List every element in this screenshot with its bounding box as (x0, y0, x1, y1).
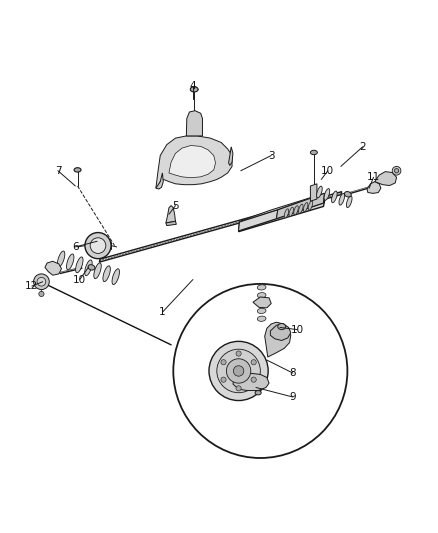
Text: 12: 12 (25, 281, 39, 291)
Circle shape (85, 232, 111, 259)
Polygon shape (186, 111, 202, 136)
Circle shape (251, 360, 256, 365)
Text: 10: 10 (291, 325, 304, 335)
Circle shape (236, 386, 241, 391)
Ellipse shape (255, 391, 261, 395)
Polygon shape (233, 373, 269, 391)
Ellipse shape (190, 87, 198, 92)
Ellipse shape (88, 265, 95, 270)
Ellipse shape (304, 203, 308, 212)
Ellipse shape (332, 191, 337, 203)
Text: 5: 5 (172, 200, 179, 211)
Ellipse shape (257, 285, 266, 290)
Ellipse shape (299, 204, 303, 213)
Polygon shape (244, 195, 320, 225)
Polygon shape (229, 147, 233, 166)
Ellipse shape (308, 201, 313, 210)
Ellipse shape (257, 308, 266, 313)
Ellipse shape (257, 293, 266, 298)
Text: 7: 7 (55, 166, 61, 176)
Polygon shape (375, 172, 396, 185)
Polygon shape (169, 146, 215, 177)
Ellipse shape (76, 257, 83, 273)
Polygon shape (239, 196, 325, 232)
Polygon shape (311, 184, 317, 201)
Polygon shape (156, 173, 163, 189)
Text: 8: 8 (290, 368, 296, 378)
Ellipse shape (85, 260, 92, 276)
Ellipse shape (346, 196, 352, 207)
Polygon shape (367, 182, 381, 193)
Ellipse shape (257, 301, 266, 306)
Text: 9: 9 (290, 392, 296, 402)
Ellipse shape (94, 263, 101, 279)
Ellipse shape (278, 324, 286, 329)
Text: 1: 1 (159, 307, 166, 317)
Ellipse shape (317, 186, 322, 198)
Polygon shape (253, 297, 271, 308)
Polygon shape (265, 322, 291, 357)
Circle shape (39, 292, 44, 296)
Ellipse shape (284, 209, 289, 218)
Polygon shape (270, 324, 291, 341)
Circle shape (217, 349, 260, 393)
Circle shape (394, 168, 399, 173)
Text: 6: 6 (72, 242, 79, 252)
Ellipse shape (103, 266, 110, 281)
Polygon shape (166, 206, 176, 223)
Ellipse shape (57, 251, 65, 267)
Ellipse shape (344, 191, 351, 197)
Text: 2: 2 (359, 142, 366, 152)
Polygon shape (45, 261, 61, 275)
Circle shape (34, 274, 49, 289)
Polygon shape (99, 192, 342, 262)
Circle shape (221, 360, 226, 365)
Polygon shape (239, 193, 324, 231)
Circle shape (236, 351, 241, 356)
Text: 4: 4 (190, 81, 196, 91)
Text: 11: 11 (367, 172, 380, 182)
Polygon shape (166, 221, 177, 225)
Polygon shape (239, 210, 278, 231)
Ellipse shape (339, 193, 345, 205)
Polygon shape (156, 136, 232, 188)
Ellipse shape (67, 254, 74, 270)
Text: 3: 3 (268, 150, 275, 160)
Text: 10: 10 (321, 166, 334, 176)
Circle shape (251, 377, 256, 382)
Text: 10: 10 (73, 274, 86, 285)
Circle shape (90, 238, 106, 254)
Polygon shape (276, 193, 324, 219)
Circle shape (173, 284, 347, 458)
Circle shape (221, 377, 226, 382)
Ellipse shape (294, 206, 298, 215)
Circle shape (233, 366, 244, 376)
Ellipse shape (289, 207, 293, 216)
Circle shape (209, 341, 268, 400)
Ellipse shape (311, 150, 318, 155)
Ellipse shape (324, 189, 330, 200)
Circle shape (37, 277, 46, 286)
Ellipse shape (74, 168, 81, 172)
Ellipse shape (257, 316, 266, 321)
Circle shape (392, 166, 401, 175)
Circle shape (226, 359, 251, 383)
Ellipse shape (112, 269, 120, 285)
